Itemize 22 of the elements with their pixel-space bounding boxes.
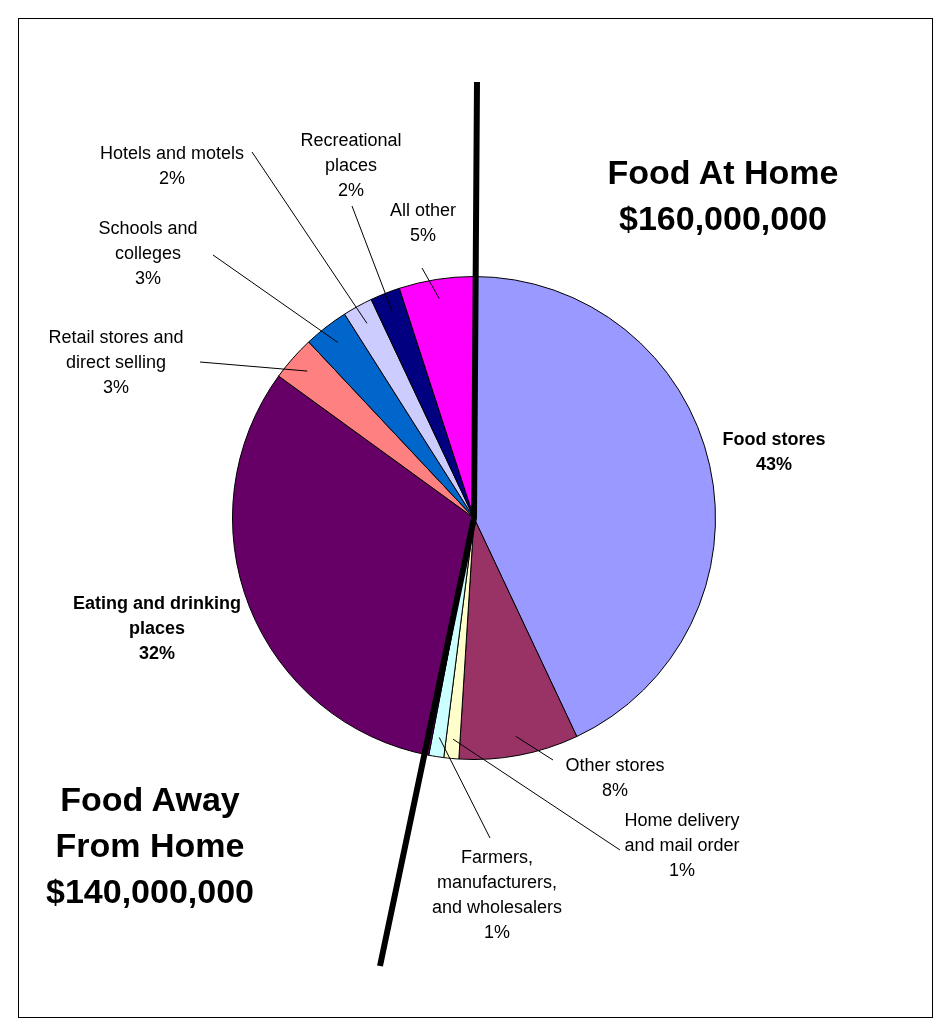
slice-label: Schools and colleges xyxy=(97,216,199,265)
slice-label: Farmers, manufacturers, and wholesalers xyxy=(430,846,564,919)
slice-label: All other xyxy=(388,199,457,222)
slice-label: Food stores xyxy=(721,428,827,451)
text: Food At Home $160,000,000 xyxy=(606,152,840,239)
data-label: 1% xyxy=(483,921,511,944)
data-label: 5% xyxy=(409,224,437,247)
data-label: 3% xyxy=(102,375,130,399)
data-label: 3% xyxy=(134,266,162,290)
slice-label: Retail stores and direct selling xyxy=(47,325,185,374)
slice-label: Eating and drinking places xyxy=(72,591,242,640)
slice-label: Home delivery and mail order xyxy=(623,808,741,857)
data-label: 8% xyxy=(601,779,629,802)
text: Food Away From Home $140,000,000 xyxy=(45,779,255,912)
data-label: 32% xyxy=(138,641,176,665)
data-label: 43% xyxy=(755,453,793,476)
data-label: 1% xyxy=(668,858,696,882)
slice-label: Other stores xyxy=(564,754,666,777)
slice-label: Recreational places xyxy=(299,128,403,177)
slice-label: Hotels and motels xyxy=(98,142,246,165)
data-label: 2% xyxy=(158,167,186,190)
data-label: 2% xyxy=(337,179,364,200)
